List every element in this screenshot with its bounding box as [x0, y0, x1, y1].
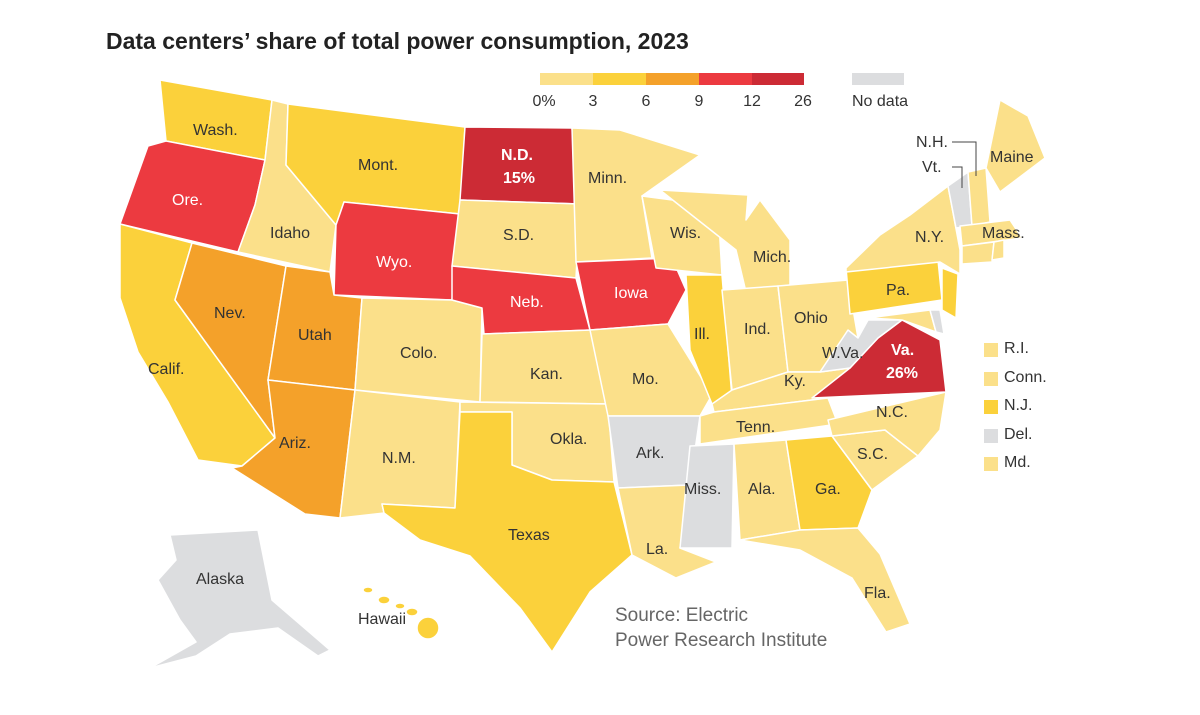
- source-line-1: Source: Electric: [615, 605, 749, 626]
- label-mt: Mont.: [358, 157, 398, 174]
- state-nd[interactable]: [459, 126, 581, 205]
- legend-tick: 0%: [532, 93, 556, 110]
- label-ar: Ark.: [636, 445, 664, 462]
- state-mi[interactable]: [659, 189, 791, 293]
- small-state-swatch: [984, 457, 998, 471]
- state-wy[interactable]: [333, 201, 461, 301]
- label-ia: Iowa: [614, 285, 648, 302]
- label-in: Ind.: [744, 321, 771, 338]
- state-nj[interactable]: [941, 267, 959, 319]
- label-ms: Miss.: [684, 481, 721, 498]
- label-ga: Ga.: [815, 481, 841, 498]
- state-fl[interactable]: [739, 527, 911, 633]
- legend-swatch-12-26: [752, 73, 804, 85]
- legend-no-data-label: No data: [852, 93, 909, 110]
- state-mo[interactable]: [589, 323, 713, 417]
- small-state-swatch: [984, 428, 998, 443]
- legend-tick: 12: [743, 93, 761, 110]
- state-wv[interactable]: [819, 319, 903, 373]
- small-state-swatch: [984, 371, 998, 386]
- small-state-label: N.J.: [1004, 397, 1033, 414]
- value-nd: 15%: [503, 170, 535, 187]
- legend-swatch-6-9: [646, 73, 699, 85]
- chart-title: Data centers’ share of total power consu…: [106, 28, 689, 54]
- state-tx[interactable]: [381, 411, 633, 653]
- state-ri[interactable]: [991, 239, 1005, 261]
- label-me: Maine: [990, 149, 1034, 166]
- label-tn: Tenn.: [736, 419, 775, 436]
- label-ut: Utah: [298, 327, 332, 344]
- label-nc: N.C.: [876, 404, 908, 421]
- label-sc: S.C.: [857, 446, 888, 463]
- label-va: Va.: [891, 342, 914, 359]
- state-ak[interactable]: [149, 529, 331, 669]
- small-state-swatch: [984, 343, 998, 357]
- state-tn[interactable]: [699, 397, 839, 445]
- label-vt: Vt.: [922, 159, 942, 176]
- state-ct[interactable]: [961, 241, 995, 265]
- label-wy: Wyo.: [376, 254, 412, 271]
- label-sd: S.D.: [503, 227, 534, 244]
- small-state-label: Md.: [1004, 454, 1031, 471]
- state-nh[interactable]: [967, 167, 991, 227]
- state-ga[interactable]: [785, 435, 873, 531]
- label-mi: Mich.: [753, 249, 791, 266]
- label-il: Ill.: [694, 326, 710, 343]
- legend-swatch-no-data: [852, 73, 904, 85]
- label-hi: Hawaii: [358, 611, 406, 628]
- small-state-swatch: [984, 400, 998, 414]
- label-nd: N.D.: [501, 147, 533, 164]
- label-fl: Fla.: [864, 585, 891, 602]
- label-mn: Minn.: [588, 170, 627, 187]
- label-ny: N.Y.: [915, 229, 944, 246]
- label-nm: N.M.: [382, 450, 416, 467]
- label-tx: Texas: [508, 527, 550, 544]
- label-az: Ariz.: [279, 435, 311, 452]
- source-note: Source: Electric Power Research Institut…: [615, 603, 855, 653]
- label-id: Idaho: [270, 225, 310, 242]
- value-va: 26%: [886, 365, 918, 382]
- state-de[interactable]: [929, 309, 945, 335]
- legend-tick: 6: [641, 93, 651, 110]
- legend-swatch-0-3: [540, 73, 593, 85]
- state-ma[interactable]: [959, 219, 1023, 247]
- label-leaders: [952, 141, 977, 188]
- legend-tick: 3: [588, 93, 598, 110]
- legend-tick: 9: [694, 93, 704, 110]
- label-co: Colo.: [400, 345, 437, 362]
- small-state-label: R.I.: [1004, 340, 1029, 357]
- label-nh: N.H.: [916, 134, 948, 151]
- small-state-label: Del.: [1004, 425, 1033, 443]
- label-oh: Ohio: [794, 310, 828, 327]
- label-ne: Neb.: [510, 294, 544, 311]
- label-mo: Mo.: [632, 371, 659, 388]
- label-wa: Wash.: [193, 122, 238, 139]
- label-nv: Nev.: [214, 305, 246, 322]
- label-ky: Ky.: [784, 373, 806, 390]
- small-state-label: Conn.: [1004, 368, 1047, 386]
- state-ny[interactable]: [845, 185, 961, 275]
- label-wi: Wis.: [670, 225, 701, 242]
- label-ks: Kan.: [530, 366, 563, 383]
- source-line-2: Power Research Institute: [615, 630, 828, 651]
- legend-swatch-3-6: [593, 73, 646, 85]
- legend-tick: 26: [794, 93, 812, 110]
- label-al: Ala.: [748, 481, 776, 498]
- label-ak: Alaska: [196, 571, 244, 588]
- state-hi[interactable]: [362, 586, 440, 640]
- color-legend: 0% 3 6 9 12 26 No data: [532, 73, 920, 113]
- label-la: La.: [646, 541, 668, 558]
- state-me[interactable]: [985, 99, 1046, 193]
- state-ms[interactable]: [679, 443, 735, 549]
- label-wv: W.Va.: [822, 345, 864, 362]
- label-ok: Okla.: [550, 431, 587, 448]
- legend-swatch-9-12: [699, 73, 752, 85]
- label-ca: Calif.: [148, 361, 184, 378]
- label-pa: Pa.: [886, 282, 910, 299]
- label-or: Ore.: [172, 192, 203, 209]
- label-ma: Mass.: [982, 225, 1025, 242]
